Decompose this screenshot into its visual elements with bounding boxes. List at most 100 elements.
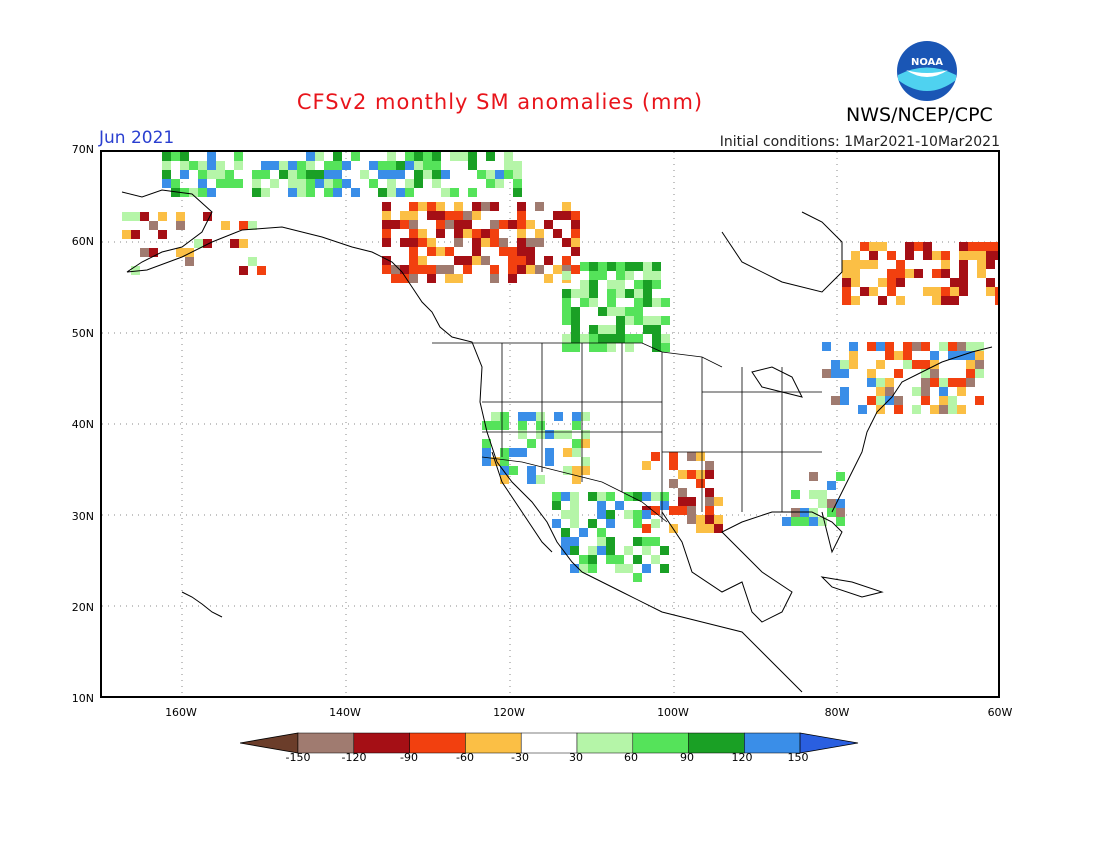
anomaly-cell bbox=[481, 202, 490, 211]
anomaly-cell bbox=[651, 537, 660, 546]
anomaly-cell bbox=[396, 188, 405, 197]
anomaly-cell bbox=[544, 274, 553, 283]
anomaly-cell bbox=[423, 161, 432, 170]
anomaly-cell bbox=[570, 510, 579, 519]
anomaly-cell bbox=[477, 170, 486, 179]
anomaly-cell bbox=[490, 265, 499, 274]
anomaly-cell bbox=[526, 220, 535, 229]
anomaly-cell bbox=[977, 242, 986, 251]
anomaly-cell bbox=[878, 296, 887, 305]
lat-label-30: 30N bbox=[71, 510, 94, 523]
anomaly-cell bbox=[207, 188, 216, 197]
colorbar-label: 90 bbox=[680, 751, 694, 764]
anomaly-cell bbox=[508, 256, 517, 265]
anomaly-cell bbox=[651, 492, 660, 501]
anomaly-cell bbox=[959, 251, 968, 260]
anomaly-cell bbox=[279, 170, 288, 179]
anomaly-cell bbox=[809, 490, 818, 499]
anomaly-cell bbox=[234, 152, 243, 161]
anomaly-cell bbox=[597, 492, 606, 501]
anomaly-cell bbox=[948, 351, 957, 360]
colorbar-swatch bbox=[688, 732, 745, 754]
anomaly-cell bbox=[932, 251, 941, 260]
anomaly-cell bbox=[140, 212, 149, 221]
anomaly-cell bbox=[570, 501, 579, 510]
anomaly-cell bbox=[225, 170, 234, 179]
anomaly-cell bbox=[840, 369, 849, 378]
anomaly-cell bbox=[486, 170, 495, 179]
anomaly-cell bbox=[513, 161, 522, 170]
anomaly-cell bbox=[652, 343, 661, 352]
anomaly-cell bbox=[517, 202, 526, 211]
anomaly-cell bbox=[876, 360, 885, 369]
anomaly-cell bbox=[409, 238, 418, 247]
anomaly-cell bbox=[818, 490, 827, 499]
anomaly-cell bbox=[634, 298, 643, 307]
lat-label-50: 50N bbox=[71, 327, 94, 340]
anomaly-cell bbox=[414, 161, 423, 170]
anomaly-cell bbox=[382, 256, 391, 265]
anomaly-cells bbox=[122, 152, 998, 582]
anomaly-cell bbox=[941, 251, 950, 260]
anomaly-cell bbox=[536, 421, 545, 430]
colorbar-label: 60 bbox=[624, 751, 638, 764]
anomaly-cell bbox=[445, 265, 454, 274]
anomaly-cell bbox=[418, 265, 427, 274]
anomaly-cell bbox=[572, 448, 581, 457]
anomaly-cell bbox=[896, 278, 905, 287]
anomaly-cell bbox=[885, 387, 894, 396]
anomaly-cell bbox=[508, 274, 517, 283]
anomaly-cell bbox=[948, 405, 957, 414]
anomaly-cell bbox=[570, 519, 579, 528]
lat-label-70: 70N bbox=[71, 143, 94, 156]
anomaly-cell bbox=[912, 405, 921, 414]
anomaly-cell bbox=[561, 537, 570, 546]
anomaly-cell bbox=[669, 461, 678, 470]
anomaly-cell bbox=[400, 220, 409, 229]
anomaly-cell bbox=[598, 271, 607, 280]
anomaly-cell bbox=[535, 265, 544, 274]
anomaly-cell bbox=[445, 211, 454, 220]
anomaly-cell bbox=[472, 256, 481, 265]
anomaly-cell bbox=[606, 519, 615, 528]
anomaly-cell bbox=[696, 452, 705, 461]
anomaly-cell bbox=[975, 396, 984, 405]
anomaly-cell bbox=[382, 265, 391, 274]
colorbar-label: -60 bbox=[456, 751, 474, 764]
anomaly-cell bbox=[939, 387, 948, 396]
anomaly-cell bbox=[597, 546, 606, 555]
anomaly-cell bbox=[482, 439, 491, 448]
anomaly-cell bbox=[714, 497, 723, 506]
anomaly-cell bbox=[194, 239, 203, 248]
anomaly-cell bbox=[977, 251, 986, 260]
anomaly-cell bbox=[869, 242, 878, 251]
lat-label-40: 40N bbox=[71, 418, 94, 431]
anomaly-cell bbox=[158, 230, 167, 239]
colorbar-label: 120 bbox=[731, 751, 753, 764]
anomaly-cell bbox=[562, 202, 571, 211]
anomaly-cell bbox=[500, 475, 509, 484]
anomaly-cell bbox=[887, 278, 896, 287]
anomaly-cell bbox=[499, 247, 508, 256]
anomaly-cell bbox=[418, 202, 427, 211]
baja bbox=[491, 451, 553, 553]
anomaly-cell bbox=[171, 179, 180, 188]
anomaly-cell bbox=[198, 161, 207, 170]
anomaly-cell bbox=[905, 251, 914, 260]
anomaly-cell bbox=[261, 161, 270, 170]
anomaly-cell bbox=[409, 220, 418, 229]
anomaly-cell bbox=[288, 179, 297, 188]
anomaly-cell bbox=[454, 211, 463, 220]
anomaly-cell bbox=[378, 188, 387, 197]
anomaly-cell bbox=[696, 479, 705, 488]
anomaly-cell bbox=[894, 405, 903, 414]
anomaly-cell bbox=[905, 269, 914, 278]
colorbar-arrow-right bbox=[799, 732, 859, 754]
anomaly-cell bbox=[171, 152, 180, 161]
anomaly-cell bbox=[490, 202, 499, 211]
anomaly-cell bbox=[580, 262, 589, 271]
anomaly-cell bbox=[436, 220, 445, 229]
anomaly-cell bbox=[885, 351, 894, 360]
anomaly-cell bbox=[930, 369, 939, 378]
anomaly-cell bbox=[642, 461, 651, 470]
